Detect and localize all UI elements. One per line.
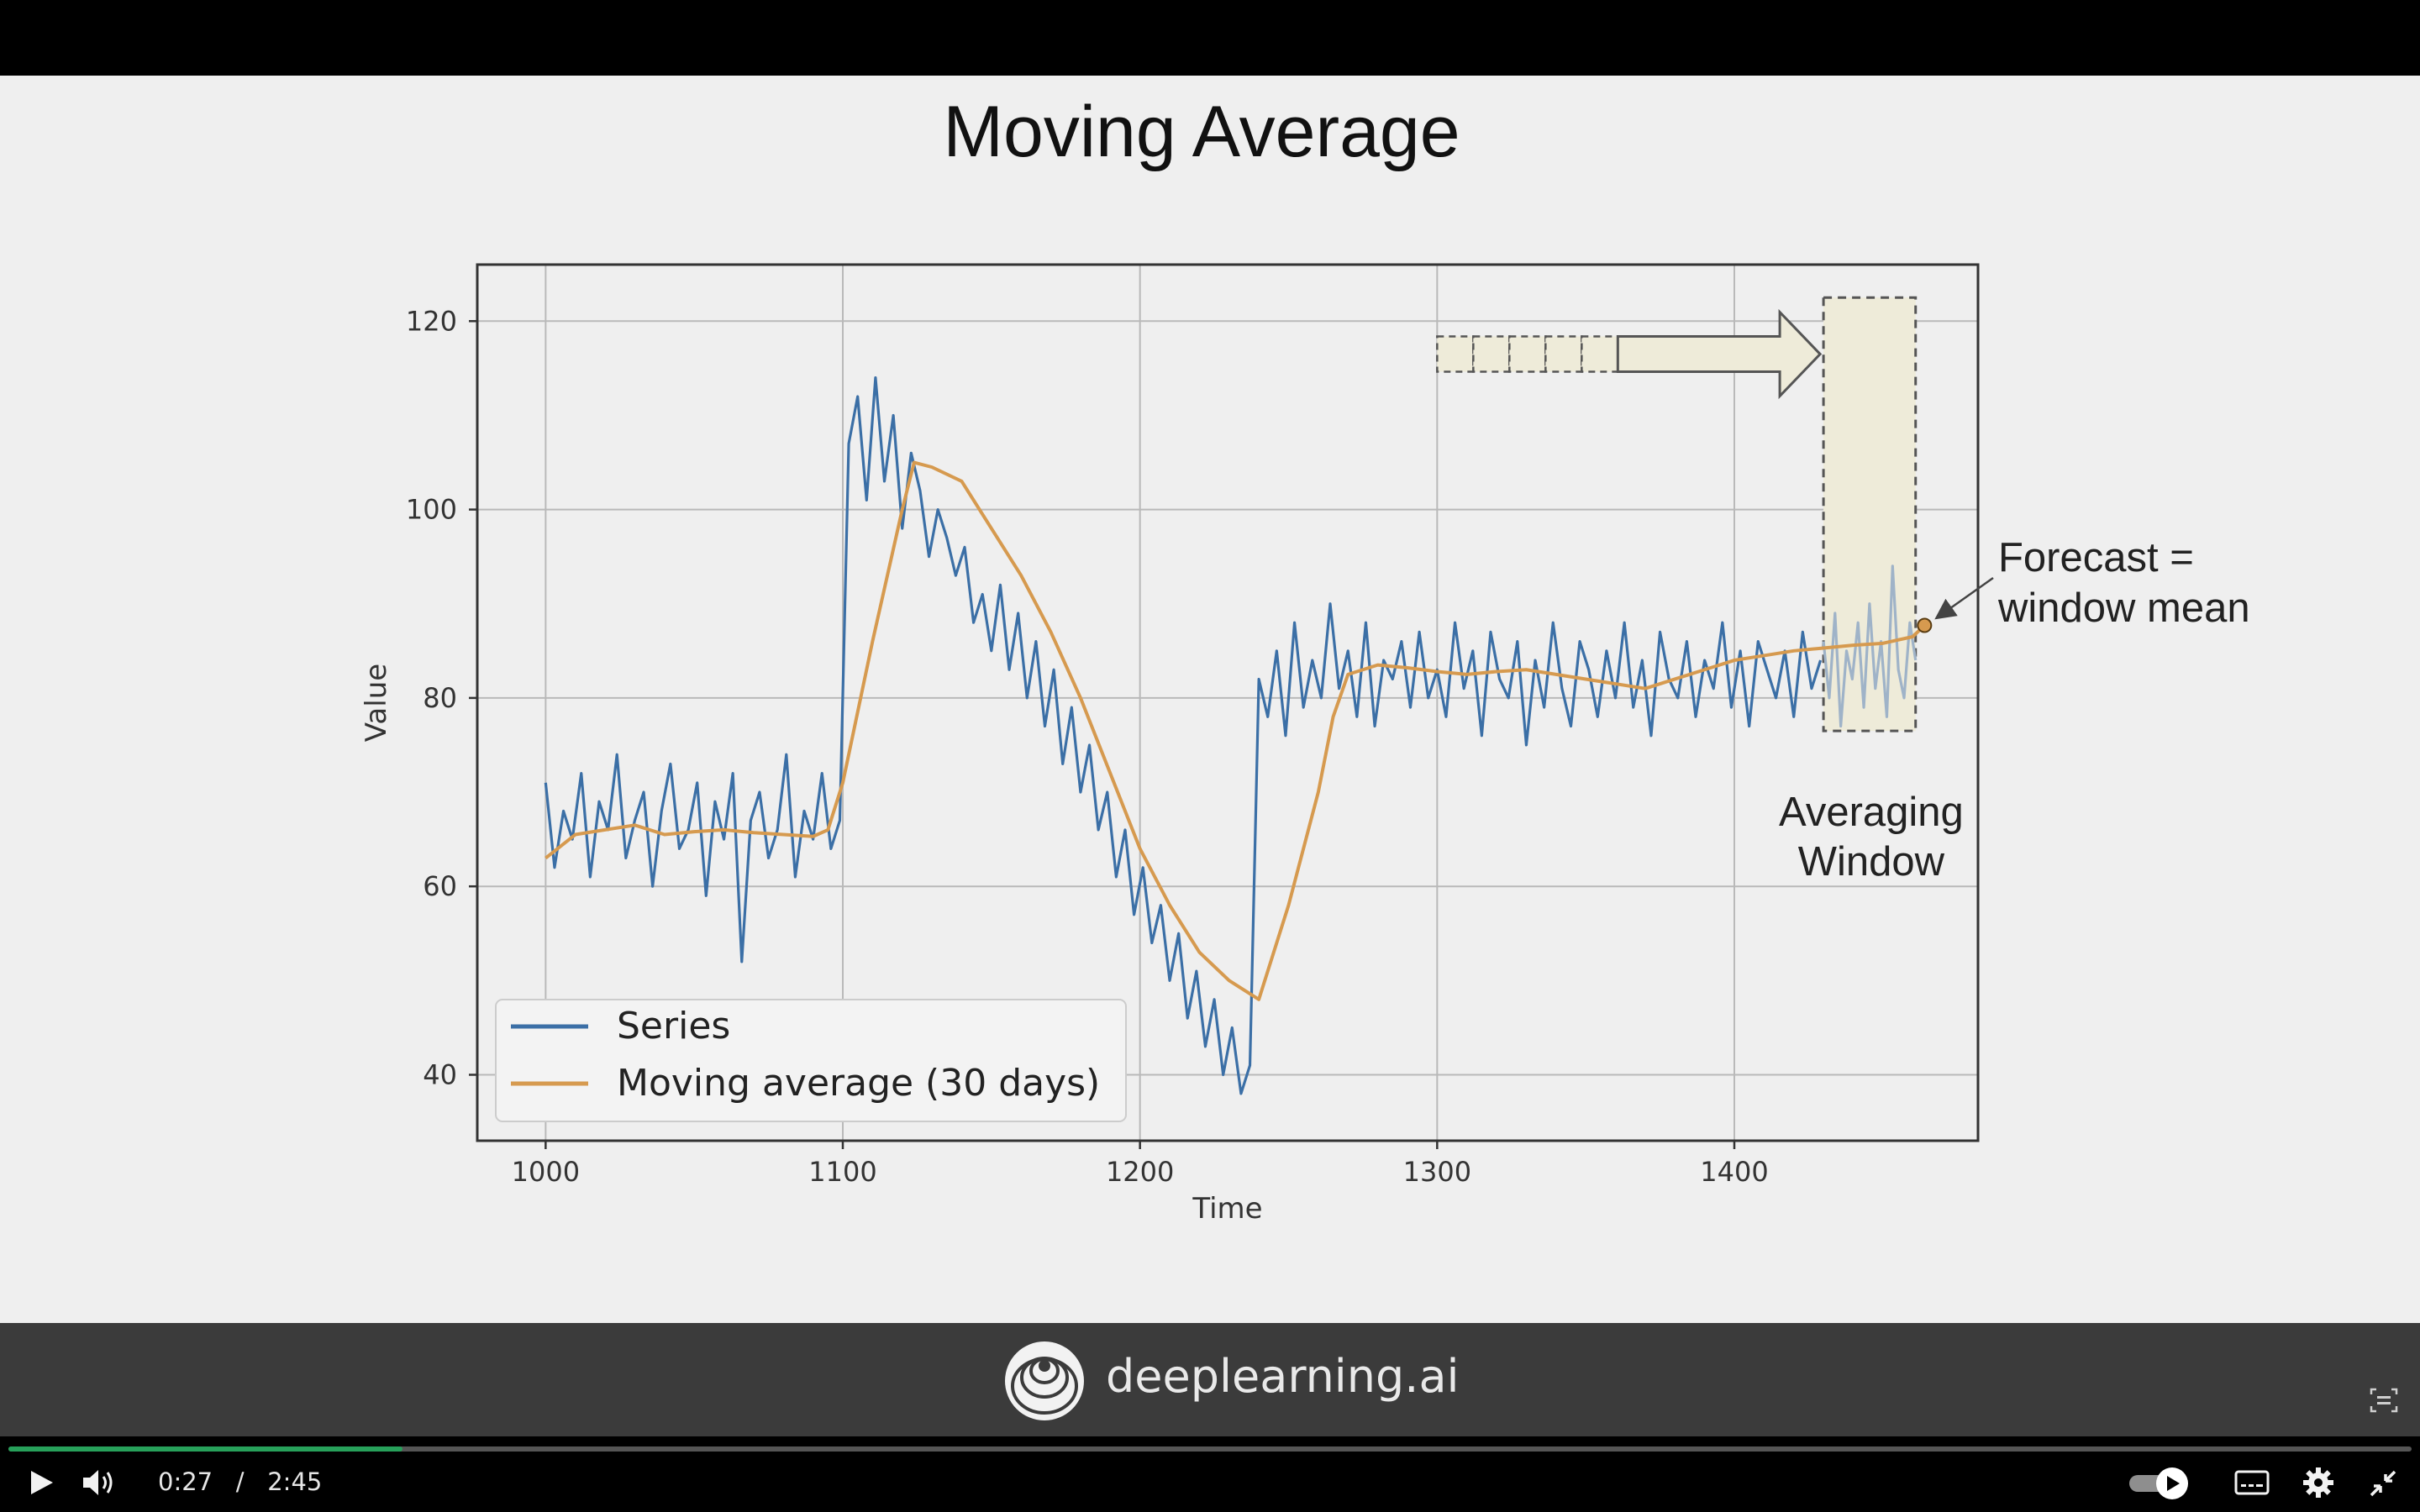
legend-label: Moving average (30 days) [617, 1062, 1100, 1105]
exit-fullscreen-icon[interactable] [2368, 1468, 2398, 1499]
forecast-label-line1: Forecast = [1998, 535, 2194, 580]
y-tick-label: 120 [406, 305, 457, 337]
volume-icon[interactable] [81, 1467, 118, 1499]
averaging-window-fill [1823, 297, 1916, 732]
x-axis-label: Time [1192, 1192, 1262, 1226]
legend-box [495, 999, 1127, 1122]
forecast-arrow [1934, 576, 1994, 620]
captions-overlay-icon[interactable] [2370, 1388, 2398, 1413]
y-tick-label: 40 [423, 1058, 457, 1090]
video-frame[interactable] [0, 76, 2420, 1323]
x-tick-label: 1200 [1106, 1156, 1174, 1188]
brand-bar [0, 1323, 2420, 1436]
window-slide-arrow [1616, 308, 1823, 400]
plot-frame [476, 263, 1980, 1142]
legend-label: Series [617, 1005, 730, 1047]
moving-average-chart: 1000 1100 1200 1300 1400 40 60 80 100 120 Time Valu… [360, 263, 2250, 1226]
window-trail-box [1436, 335, 1475, 373]
autoplay-toggle[interactable] [2128, 1466, 2191, 1501]
moving-average-line [544, 460, 1926, 1001]
forecast-label-line2: window mean [1997, 585, 2250, 631]
window-label-line1: Averaging [1779, 790, 1964, 835]
x-tick-label: 1100 [808, 1156, 876, 1188]
x-tick-label: 1000 [512, 1156, 580, 1188]
x-tick-label: 1400 [1700, 1156, 1768, 1188]
series-line [544, 375, 1823, 1095]
current-time: 0:27 [158, 1467, 213, 1496]
window-trail-box [1472, 335, 1511, 373]
deeplearning-logo-icon [1005, 1341, 1084, 1420]
time-display: 0:27 / 2:45 [158, 1467, 322, 1496]
window-trail-box [1544, 335, 1583, 373]
progress-bar-played [8, 1446, 403, 1452]
play-icon[interactable] [27, 1468, 55, 1497]
time-separator: / [235, 1467, 245, 1496]
top-letterbox [0, 0, 2420, 76]
subtitles-icon[interactable] [2233, 1468, 2270, 1497]
series-line-in-window [1822, 564, 1918, 728]
duration: 2:45 [267, 1467, 323, 1496]
brand-name: deeplearning.ai [1106, 1350, 1460, 1403]
progress-bar[interactable] [8, 1446, 2412, 1452]
window-label-line2: Window [1798, 839, 1945, 885]
window-trail-box [1581, 335, 1619, 373]
x-tick-label: 1300 [1403, 1156, 1471, 1188]
y-tick-label: 60 [423, 870, 457, 902]
y-tick-label: 80 [423, 682, 457, 714]
y-tick-label: 100 [406, 494, 457, 526]
y-axis-label: Value [360, 664, 393, 742]
averaging-window-outline [1822, 296, 1918, 732]
forecast-point [1917, 617, 1933, 633]
settings-gear-icon[interactable] [2302, 1467, 2334, 1499]
window-trail-box [1508, 335, 1547, 373]
slide-title: Moving Average [943, 92, 1460, 172]
